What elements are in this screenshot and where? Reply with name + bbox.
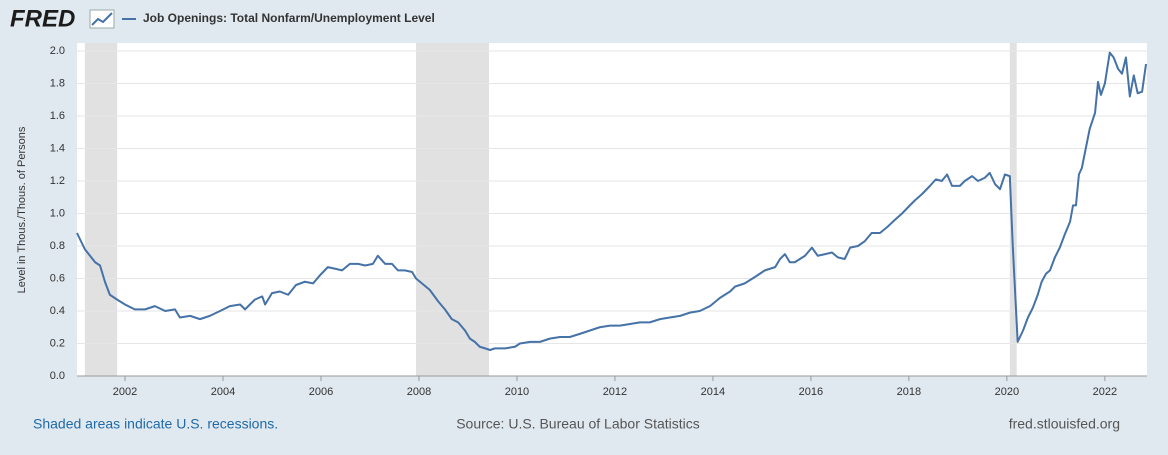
x-tick-label: 2008 — [407, 386, 431, 398]
y-tick-label: 1.4 — [50, 142, 65, 154]
plot-area — [77, 43, 1147, 376]
site[interactable]: fred.stlouisfed.org — [1009, 416, 1120, 432]
x-tick-label: 2022 — [1093, 386, 1117, 398]
recession-band — [84, 43, 118, 376]
x-tick-label: 2002 — [113, 386, 137, 398]
y-tick-label: 1.0 — [50, 207, 65, 219]
x-tick-label: 2014 — [701, 386, 725, 398]
y-tick-label: 1.2 — [50, 175, 65, 187]
logo: FRED — [10, 5, 75, 32]
recession-band — [1009, 43, 1017, 376]
x-tick-label: 2020 — [995, 386, 1019, 398]
x-tick-label: 2010 — [505, 386, 529, 398]
y-tick-label: 1.8 — [50, 77, 65, 89]
y-axis-label: Level in Thous./Thous. of Persons — [16, 126, 28, 293]
x-tick-label: 2012 — [603, 386, 627, 398]
source: Source: U.S. Bureau of Labor Statistics — [456, 416, 700, 432]
logo-icon — [89, 9, 115, 29]
y-tick-label: 0.4 — [50, 305, 65, 317]
recession-band — [416, 43, 490, 376]
y-tick-label: 0.2 — [50, 337, 65, 349]
y-tick-label: 0.8 — [50, 240, 65, 252]
y-tick-label: 1.6 — [50, 110, 65, 122]
series-line — [76, 51, 1148, 351]
x-tick-label: 2016 — [799, 386, 823, 398]
x-tick-label: 2004 — [211, 386, 235, 398]
legend-label: Job Openings: Total Nonfarm/Unemployment… — [143, 11, 435, 25]
y-tick-label: 0.6 — [50, 272, 65, 284]
y-tick-label: 0.0 — [50, 370, 65, 382]
x-tick-label: 2018 — [897, 386, 921, 398]
x-tick-label: 2006 — [309, 386, 333, 398]
y-tick-label: 2.0 — [50, 45, 65, 57]
recession-note[interactable]: Shaded areas indicate U.S. recessions. — [33, 416, 278, 432]
